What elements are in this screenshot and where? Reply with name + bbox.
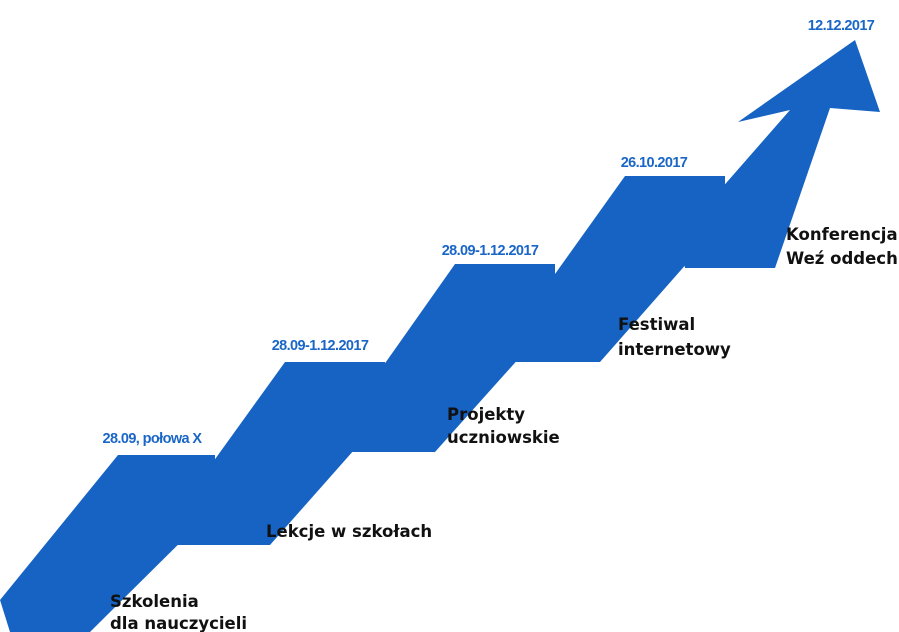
milestone-label-5-line-1: Konferencja [786,225,898,244]
milestone-label-4: Festiwal internetowy [618,315,731,359]
milestone-label-5-line-2: Weź oddech [786,249,898,268]
ribbon-segment-4 [515,176,725,362]
milestone-label-1-line-1: Szkolenia [110,592,199,611]
dates: 28.09, połowa X 28.09-1.12.2017 28.09-1.… [103,18,876,447]
milestone-date-3: 28.09-1.12.2017 [442,243,539,259]
ribbon-segment-2 [177,362,385,545]
milestone-label-5: Konferencja Weź oddech [786,225,899,268]
milestone-label-4-line-1: Festiwal [618,315,695,334]
milestone-label-1: Szkolenia dla nauczycieli [110,592,247,632]
milestone-label-2: Lekcje w szkołach [266,522,432,541]
milestone-label-1-line-2: dla nauczycieli [110,614,247,632]
milestone-label-4-line-2: internetowy [618,340,731,359]
milestone-label-2-line-1: Lekcje w szkołach [266,522,432,541]
milestone-label-3-line-2: uczniowskie [447,428,560,447]
ribbon-segment-1 [0,455,215,632]
labels: Szkolenia dla nauczycieli Lekcje w szkoł… [110,225,899,632]
milestone-date-2: 28.09-1.12.2017 [272,338,369,354]
milestone-label-3: Projekty uczniowskie [447,405,560,447]
ribbon-segment-5-arrow [685,40,880,268]
ribbon-segment-3 [345,264,555,452]
milestone-date-4: 26.10.2017 [621,155,688,171]
milestone-date-5: 12.12.2017 [808,18,875,34]
ribbon-arrow [0,40,880,632]
milestone-date-1: 28.09, połowa X [103,431,203,447]
milestone-label-3-line-1: Projekty [447,405,525,424]
